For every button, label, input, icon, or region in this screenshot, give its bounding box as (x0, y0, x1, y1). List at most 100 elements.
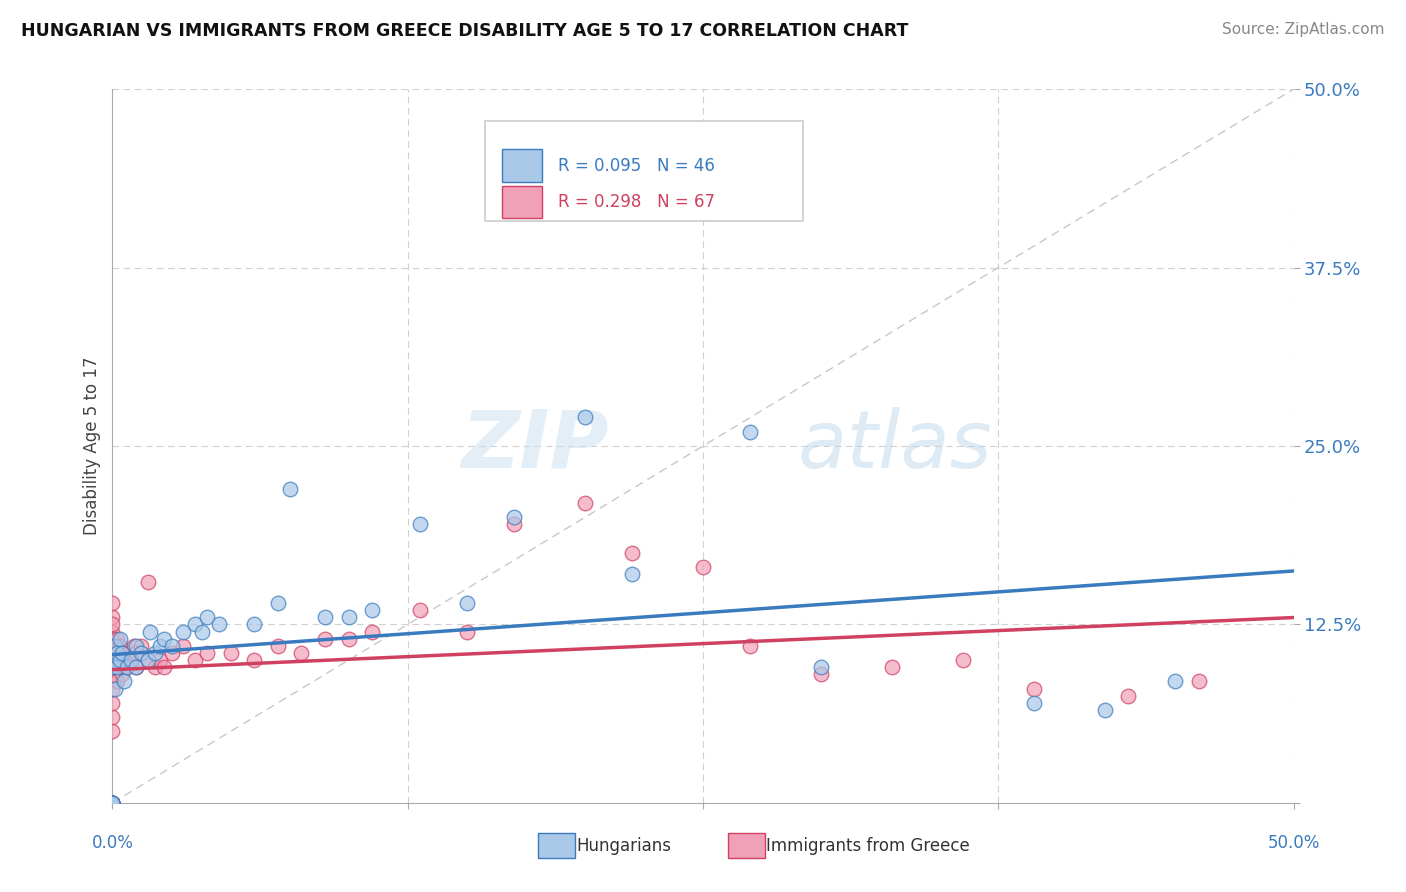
Point (195, 610, 218, 624)
Point (125, 646, 148, 660)
Point (1164, 674, 1187, 689)
Point (101, 632, 124, 646)
Point (101, 796, 124, 810)
Point (101, 610, 124, 624)
Point (101, 796, 124, 810)
Point (104, 653, 127, 667)
Point (115, 653, 138, 667)
Point (105, 653, 128, 667)
Point (105, 632, 128, 646)
Point (314, 632, 336, 646)
Point (101, 796, 124, 810)
Point (290, 646, 312, 660)
Point (692, 560, 714, 574)
Point (1094, 703, 1116, 717)
Text: ZIP: ZIP (461, 407, 609, 485)
Point (129, 646, 152, 660)
Point (160, 639, 183, 653)
Point (219, 646, 242, 660)
Point (111, 646, 134, 660)
Point (111, 667, 134, 681)
Point (337, 610, 360, 624)
Point (810, 667, 832, 681)
Point (101, 796, 124, 810)
Point (361, 603, 384, 617)
Point (243, 617, 266, 632)
Point (408, 603, 430, 617)
Point (1022, 681, 1045, 696)
Point (621, 546, 644, 560)
Point (149, 653, 172, 667)
Point (740, 639, 762, 653)
Point (104, 639, 127, 653)
Point (104, 653, 127, 667)
Point (108, 632, 131, 646)
Text: Source: ZipAtlas.com: Source: ZipAtlas.com (1222, 22, 1385, 37)
Point (101, 796, 124, 810)
Point (408, 517, 430, 532)
Point (101, 796, 124, 810)
Point (143, 646, 166, 660)
Point (621, 567, 644, 582)
Point (267, 596, 290, 610)
Point (101, 596, 124, 610)
Point (574, 410, 596, 425)
Point (101, 710, 124, 724)
Point (104, 667, 127, 681)
Point (101, 724, 124, 739)
Point (101, 617, 124, 632)
Point (952, 653, 974, 667)
Point (503, 517, 526, 532)
Point (503, 510, 526, 524)
Point (105, 646, 128, 660)
Point (172, 639, 194, 653)
Point (105, 674, 128, 689)
Point (574, 496, 596, 510)
Point (105, 660, 128, 674)
Point (122, 639, 145, 653)
Point (143, 660, 166, 674)
Point (172, 624, 194, 639)
Point (125, 660, 148, 674)
Point (191, 624, 214, 639)
Point (1188, 674, 1211, 689)
Point (104, 639, 127, 653)
Point (111, 646, 134, 660)
Point (108, 639, 131, 653)
Point (1116, 689, 1139, 703)
Point (101, 796, 124, 810)
Point (108, 653, 131, 667)
Point (740, 425, 762, 439)
Point (125, 660, 148, 674)
Point (195, 646, 218, 660)
Point (101, 796, 124, 810)
Point (314, 610, 336, 624)
Point (101, 696, 124, 710)
Point (101, 660, 124, 674)
Text: Immigrants from Greece: Immigrants from Greece (766, 837, 970, 855)
Point (243, 653, 266, 667)
Point (101, 660, 124, 674)
Point (129, 639, 152, 653)
Point (184, 653, 207, 667)
Point (120, 653, 142, 667)
Point (136, 574, 159, 589)
Point (104, 681, 127, 696)
Point (101, 681, 124, 696)
Point (101, 639, 124, 653)
Point (120, 653, 142, 667)
Point (115, 660, 138, 674)
Point (112, 674, 135, 689)
Point (184, 617, 207, 632)
Point (337, 632, 360, 646)
Point (101, 653, 124, 667)
Text: atlas: atlas (797, 407, 993, 485)
Text: 50.0%: 50.0% (1267, 834, 1320, 852)
Point (456, 596, 478, 610)
Point (125, 639, 148, 653)
Point (136, 653, 159, 667)
Point (101, 667, 124, 681)
FancyBboxPatch shape (485, 121, 803, 221)
FancyBboxPatch shape (502, 149, 543, 182)
Point (880, 660, 903, 674)
